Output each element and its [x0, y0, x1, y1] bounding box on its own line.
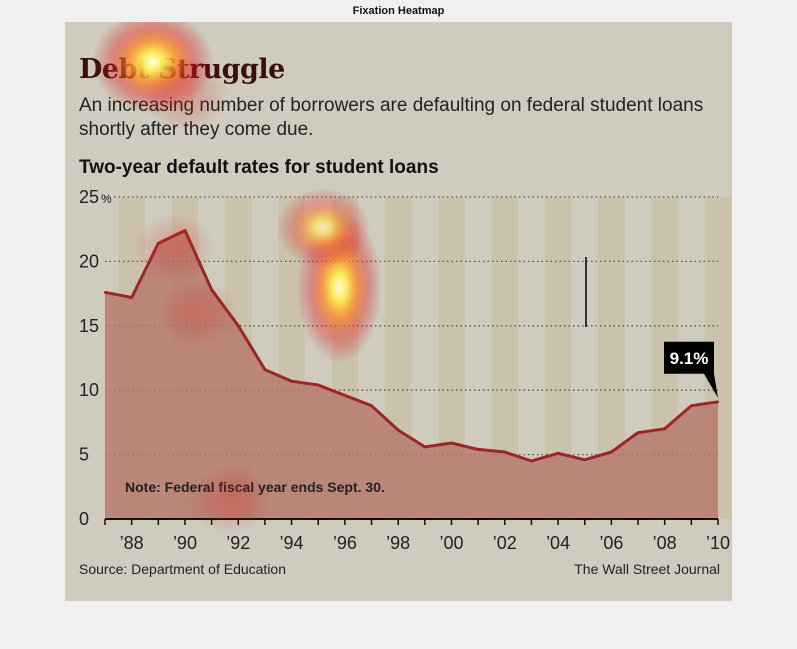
x-tick-label-2010: ’10: [706, 533, 730, 553]
point-2009: [690, 404, 693, 407]
y-tick-label-0: 0: [79, 509, 89, 529]
x-tick-label-1994: ’94: [280, 533, 304, 553]
figure-title: Fixation Heatmap: [352, 5, 445, 17]
point-1990: [183, 229, 187, 232]
headline: Debt Struggle: [79, 54, 285, 85]
x-tick-label-2008: ’08: [653, 533, 677, 553]
point-1992: [237, 324, 240, 327]
point-1995: [317, 383, 320, 387]
subhead: An increasing number of borrowers are de…: [79, 95, 704, 140]
x-tick-label-1990: ’90: [173, 533, 197, 553]
callout-label: 9.1%: [670, 349, 709, 368]
point-1998: [396, 428, 400, 432]
point-2000: [450, 441, 453, 445]
point-2002: [503, 450, 506, 454]
point-2008: [663, 427, 666, 431]
y-unit-label: %: [101, 192, 112, 206]
x-tick-label-1988: ’88: [120, 533, 144, 553]
publisher-credit: The Wall Street Journal: [574, 561, 720, 577]
x-axis: [104, 518, 719, 525]
point-1996: [343, 394, 347, 397]
point-2007: [636, 431, 640, 434]
y-tick-label-10: 10: [79, 380, 99, 400]
point-2005: [583, 458, 586, 461]
chart-title: Two-year default rates for student loans: [79, 157, 439, 178]
y-tick-label-20: 20: [79, 251, 99, 271]
callout-9-1: 9.1%: [664, 341, 718, 398]
y-axis: 0 5 10 15 20 25%: [79, 187, 112, 529]
y-tick-label-25: 25%: [79, 187, 112, 207]
default-rate-area: [105, 230, 718, 519]
point-1993: [263, 368, 267, 371]
point-1997: [370, 404, 373, 407]
point-2004: [556, 452, 560, 455]
chart-panel: 0 5 10 15 20 25% ’88’90’92’94’96’98’00’02’04’…: [65, 22, 732, 601]
y-tick-label-15: 15: [79, 316, 99, 336]
x-tick-label-1992: ’92: [226, 533, 250, 553]
x-axis-labels: ’88 ’90 ’92 ’94 ’96 ’98 ’00 ’02 ’04 ’06 ’08 ’10: [120, 533, 730, 553]
chart-note: Note: Federal fiscal year ends Sept. 30.: [125, 479, 385, 495]
x-tick-label-2004: ’04: [546, 533, 570, 553]
point-1999: [423, 445, 427, 449]
point-2010: [716, 400, 720, 403]
x-tick-label-1998: ’98: [386, 533, 410, 553]
x-tick-label-2000: ’00: [439, 533, 463, 553]
y-tick-label-5: 5: [79, 445, 89, 465]
point-2006: [610, 450, 613, 454]
callout-box: [664, 341, 718, 398]
source-note: Source: Department of Education: [79, 561, 287, 577]
point-1991: [210, 288, 213, 291]
point-1988: [130, 296, 133, 299]
x-tick-label-2002: ’02: [493, 533, 517, 553]
point-2003: [530, 459, 533, 463]
point-1989: [157, 242, 160, 245]
point-1994: [290, 379, 293, 383]
point-1987: [103, 291, 107, 294]
x-tick-label-2006: ’06: [599, 533, 623, 553]
point-2001: [476, 448, 480, 451]
x-tick-label-1996: ’96: [333, 533, 357, 553]
